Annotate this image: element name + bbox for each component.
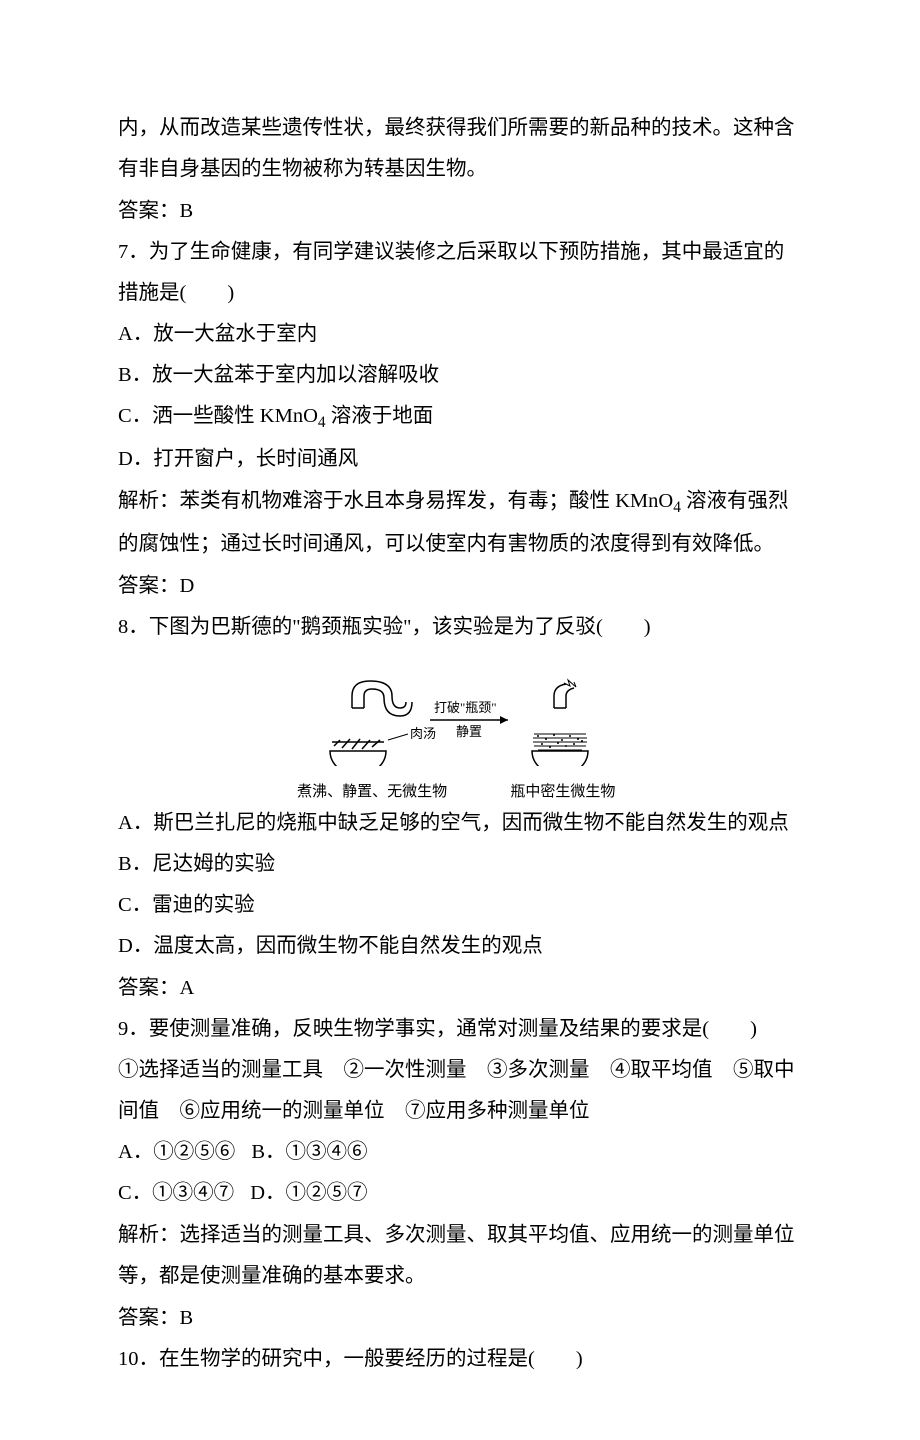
- broth-label: 肉汤: [410, 726, 436, 741]
- q8-option-a: A．斯巴兰扎尼的烧瓶中缺乏足够的空气，因而微生物不能自然发生的观点: [118, 803, 802, 844]
- q7-c-sub: 4: [318, 414, 326, 431]
- answer-label: 答案：: [118, 199, 180, 222]
- answer-value: D: [180, 575, 195, 597]
- q8-stem: 8．下图为巴斯德的"鹅颈瓶实验"，该实验是为了反驳( ): [118, 607, 802, 648]
- q7-answer: 答案：D: [118, 565, 802, 607]
- q9-option-b: B．①③④⑥: [251, 1141, 367, 1163]
- q8-option-d: D．温度太高，因而微生物不能自然发生的观点: [118, 926, 802, 967]
- q9-option-d: D．①②⑤⑦: [250, 1182, 367, 1204]
- q8-option-b: B．尼达姆的实验: [118, 844, 802, 885]
- q7-c-pre: C．洒一些酸性 KMnO: [118, 405, 318, 427]
- analysis-label: 解析：: [118, 489, 180, 512]
- q7-analysis-pre: 苯类有机物难溶于水且本身易挥发，有毒；酸性 KMnO: [180, 490, 674, 512]
- q9-analysis-text: 选择适当的测量工具、多次测量、取其平均值、应用统一的测量单位等，都是使测量准确的…: [118, 1224, 795, 1287]
- q7-analysis: 解析：苯类有机物难溶于水且本身易挥发，有毒；酸性 KMnO4 溶液有强烈的腐蚀性…: [118, 480, 802, 565]
- q8-answer: 答案：A: [118, 967, 802, 1009]
- answer-label: 答案：: [118, 574, 180, 597]
- q9-options-row1: A．①②⑤⑥ B．①③④⑥: [118, 1132, 802, 1173]
- q7-stem: 7．为了生命健康，有同学建议装修之后采取以下预防措施，其中最适宜的措施是( ): [118, 232, 802, 314]
- q9-option-c: C．①③④⑦: [118, 1182, 234, 1204]
- q7-analysis-sub: 4: [673, 499, 681, 516]
- q9-items: ①选择适当的测量工具 ②一次性测量 ③多次测量 ④取平均值 ⑤取中间值 ⑥应用统…: [118, 1050, 802, 1132]
- analysis-label: 解析：: [118, 1223, 180, 1246]
- q9-stem: 9．要使测量准确，反映生物学事实，通常对测量及结果的要求是( ): [118, 1009, 802, 1050]
- q9-options-row2: C．①③④⑦ D．①②⑤⑦: [118, 1173, 802, 1214]
- q7-option-c: C．洒一些酸性 KMnO4 溶液于地面: [118, 396, 802, 439]
- q8-option-c: C．雷迪的实验: [118, 885, 802, 926]
- q7-option-d: D．打开窗户，长时间通风: [118, 439, 802, 480]
- answer-value: B: [180, 200, 194, 222]
- caption-right: 瓶中密生微生物: [493, 783, 633, 801]
- q10-stem: 10．在生物学的研究中，一般要经历的过程是( ): [118, 1339, 802, 1380]
- swan-neck-flask-diagram: 肉汤 打破"瓶颈" 静置: [280, 656, 640, 766]
- figure-captions: 煮沸、静置、无微生物 瓶中密生微生物: [118, 783, 802, 801]
- intro-answer: 答案：B: [118, 190, 802, 232]
- answer-label: 答案：: [118, 976, 180, 999]
- q9-option-a: A．①②⑤⑥: [118, 1141, 235, 1163]
- q7-c-post: 溶液于地面: [326, 405, 434, 427]
- arrow-top-text: 打破"瓶颈": [434, 700, 497, 715]
- q7-option-b: B．放一大盆苯于室内加以溶解吸收: [118, 355, 802, 396]
- arrow-bottom-text: 静置: [456, 724, 482, 739]
- q9-analysis: 解析：选择适当的测量工具、多次测量、取其平均值、应用统一的测量单位等，都是使测量…: [118, 1214, 802, 1297]
- answer-label: 答案：: [118, 1306, 180, 1329]
- q7-option-a: A．放一大盆水于室内: [118, 314, 802, 355]
- intro-continuation: 内，从而改造某些遗传性状，最终获得我们所需要的新品种的技术。这种含有非自身基因的…: [118, 108, 802, 190]
- document-page: 内，从而改造某些遗传性状，最终获得我们所需要的新品种的技术。这种含有非自身基因的…: [0, 0, 920, 1440]
- answer-value: A: [180, 977, 195, 999]
- q8-figure: 肉汤 打破"瓶颈" 静置: [118, 656, 802, 801]
- q9-answer: 答案：B: [118, 1297, 802, 1339]
- caption-left: 煮沸、静置、无微生物: [287, 783, 457, 801]
- answer-value: B: [180, 1307, 194, 1329]
